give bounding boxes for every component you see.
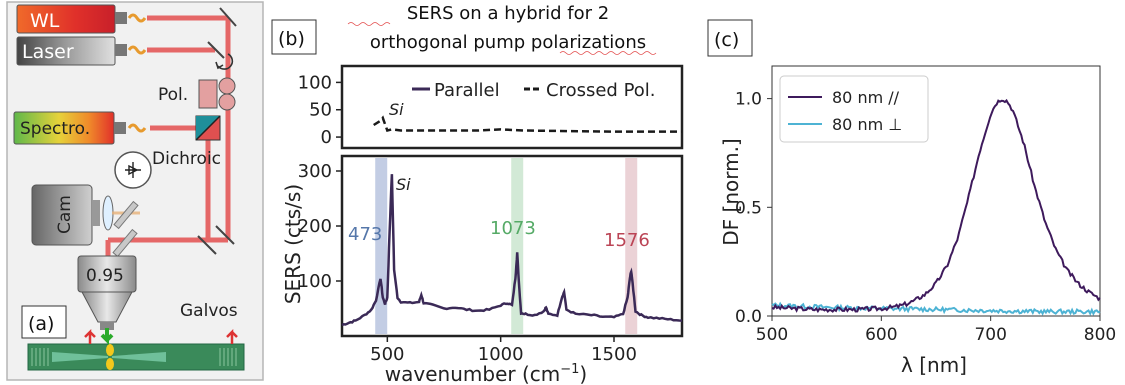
legend-crossed-label: Crossed Pol. — [546, 80, 656, 101]
peak-label-1073: 1073 — [490, 218, 536, 239]
polarizer-wheel — [218, 77, 236, 95]
wl-connector — [115, 12, 127, 24]
c-xlabel: λ [nm] — [901, 353, 967, 377]
panel-a-tag-box — [21, 305, 67, 339]
mirror-icon — [219, 7, 237, 27]
polarizer — [198, 79, 218, 109]
panel-b-title-line2: orthogonal pump polarizations — [370, 32, 646, 53]
parallel-series-line — [341, 174, 683, 327]
spectro-label: Spectro. — [20, 119, 90, 139]
b-xlabel: wavenumber (cm — [385, 362, 560, 385]
c-xticks: 500 600 700 800 — [756, 316, 1116, 345]
fiber-icon — [127, 123, 147, 133]
b-top-ytick-label: 50 — [309, 100, 332, 121]
b-bottom-xticks: 500 1000 1500 — [370, 336, 637, 365]
galvo-mirror-icon — [197, 235, 217, 255]
mirror-icon — [207, 41, 225, 59]
c-yticks: 0.0 0.5 1.0 — [735, 90, 772, 327]
b-bottom-yticks: 100 200 300 — [298, 161, 342, 292]
b-bottom-xtick-label: 1000 — [478, 344, 524, 365]
b-top-ytick-label: 100 — [298, 72, 332, 93]
pol-label: Pol. — [158, 85, 188, 105]
b-xlabel-sup: −1 — [560, 362, 579, 377]
c-ytick-label: 0.0 — [735, 307, 762, 327]
b-peak-bands — [375, 158, 638, 334]
panel-b-title-line1: SERS on a hybrid for 2 — [407, 3, 609, 24]
panel-a-setup: WL Laser Pol. Spectro. Dichroic C — [6, 1, 264, 381]
c-ytick-label: 0.5 — [735, 198, 762, 218]
b-bottom-ytick-label: 300 — [298, 161, 332, 182]
fiber-icon — [127, 45, 147, 55]
panel-b-tag-box — [271, 19, 317, 55]
dichroic-label: Dichroic — [152, 149, 221, 169]
c-ylabel: DF [norm.] — [719, 138, 743, 246]
polarizer-wheel — [218, 93, 236, 111]
arrow-up-icon — [226, 328, 238, 344]
b-bottom-axes — [340, 154, 684, 338]
b-top-axes — [340, 64, 684, 150]
nanoparticle — [106, 344, 114, 356]
laser-label: Laser — [22, 41, 74, 63]
galvo-mirror-icon — [215, 225, 235, 245]
panel-b-tag: (b) — [278, 28, 305, 50]
panel-c-tag-box — [707, 19, 753, 57]
rotate-arrow-icon — [217, 53, 234, 70]
c-axes — [771, 65, 1101, 317]
spectro-connector — [114, 122, 126, 134]
si-label-top: Si — [389, 100, 404, 119]
c-legend-2: 80 nm ⊥ — [832, 115, 902, 134]
crossed-series-line — [373, 115, 682, 133]
b-bottom-ytick-label: 100 — [298, 271, 332, 292]
laser-connector — [115, 44, 127, 56]
c-legend — [779, 75, 929, 143]
b-top-ytick-label: 0 — [321, 127, 332, 148]
beam-splitter — [112, 228, 138, 258]
peak-label-1576: 1576 — [604, 230, 650, 251]
b-ylabel: SERS (cts/s) — [281, 184, 305, 304]
c-ytick-label: 1.0 — [735, 90, 762, 110]
svg-text:wavenumber (cm−1): wavenumber (cm−1) — [385, 362, 587, 385]
b-bottom-xtick-label: 500 — [370, 344, 404, 365]
b-bottom-xtick-label: 1500 — [591, 344, 637, 365]
lens-icon — [102, 195, 114, 231]
peak-band — [375, 158, 388, 334]
legend-parallel-label: Parallel — [434, 80, 500, 101]
fiber-icon — [127, 13, 147, 23]
panel-b: SERS on a hybrid for 2 orthogonal pump p… — [271, 3, 684, 385]
b-bottom-ytick-label: 200 — [298, 216, 332, 237]
series-parallel-line — [771, 98, 1101, 314]
wl-label: WL — [30, 10, 60, 32]
beam-splitter — [113, 200, 139, 230]
c-xtick-label: 500 — [756, 325, 788, 345]
nanoparticle — [106, 358, 114, 370]
panel-a-tag: (a) — [28, 313, 54, 335]
si-label-bottom: Si — [396, 175, 411, 194]
panel-c: (c) 0.0 0.5 1.0 500 600 700 800 80 nm // 80 n… — [707, 19, 1116, 377]
arrow-up-icon — [84, 328, 96, 344]
cam-label: Cam — [55, 195, 75, 234]
arrow-down-icon — [100, 328, 114, 345]
c-xtick-label: 700 — [974, 325, 1006, 345]
series-perpendicular-line — [771, 301, 1101, 316]
panel-c-tag: (c) — [714, 29, 739, 51]
c-xtick-label: 600 — [865, 325, 897, 345]
objective-label: 0.95 — [86, 266, 124, 286]
c-xtick-label: 800 — [1084, 325, 1116, 345]
b-top-yticks: 0 50 100 — [298, 72, 342, 148]
b-xlabel-close: ) — [579, 362, 587, 385]
c-legend-1: 80 nm // — [832, 88, 900, 107]
peak-label-473: 473 — [348, 224, 382, 245]
galvos-label: Galvos — [180, 301, 238, 321]
